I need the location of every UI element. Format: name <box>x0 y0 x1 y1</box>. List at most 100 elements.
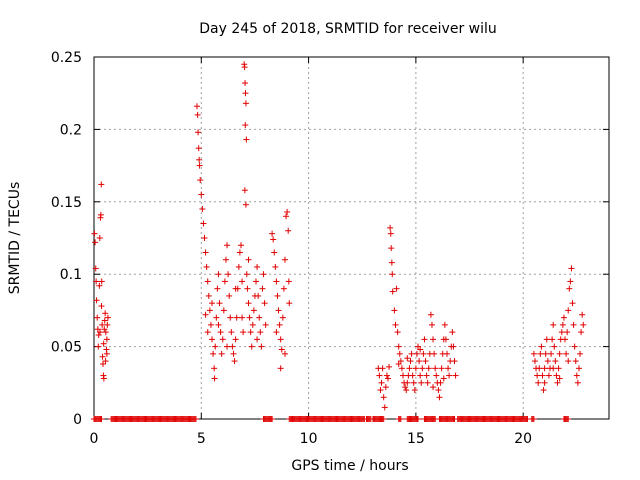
y-tick-label: 0.1 <box>60 267 82 283</box>
data-point <box>417 346 424 353</box>
data-point <box>406 365 413 372</box>
data-point <box>204 329 211 336</box>
data-point <box>438 365 445 372</box>
data-point <box>197 177 204 184</box>
data-point <box>537 350 544 357</box>
data-point <box>98 181 105 188</box>
data-point <box>435 387 442 394</box>
data-point <box>285 278 292 285</box>
data-point <box>383 372 390 379</box>
data-point <box>273 278 280 285</box>
data-point <box>258 343 265 350</box>
data-point <box>555 365 562 372</box>
data-point <box>279 314 286 321</box>
data-point <box>397 416 404 422</box>
data-point <box>531 358 538 365</box>
data-point <box>96 282 103 289</box>
y-tick-label: 0.2 <box>60 122 82 138</box>
data-point <box>253 278 260 285</box>
data-point <box>446 372 453 379</box>
data-point <box>250 307 257 314</box>
data-point <box>195 145 202 152</box>
data-point <box>230 350 237 357</box>
data-point <box>541 365 548 372</box>
data-point <box>245 256 252 263</box>
data-point <box>430 336 437 343</box>
data-point <box>564 329 571 336</box>
data-point <box>416 358 423 365</box>
data-point <box>280 285 287 292</box>
data-point <box>246 314 253 321</box>
data-point <box>574 379 581 386</box>
x-axis-tick-labels: 0 5 10 15 20 <box>90 431 533 447</box>
data-point <box>97 211 104 218</box>
data-point <box>544 358 551 365</box>
data-point <box>534 372 541 379</box>
data-point <box>199 206 206 213</box>
data-point <box>270 236 277 243</box>
data-point <box>98 416 105 422</box>
data-point <box>242 100 249 107</box>
data-point <box>442 336 449 343</box>
data-point <box>92 265 99 272</box>
data-point <box>553 372 560 379</box>
data-point <box>545 372 552 379</box>
data-point <box>202 249 209 256</box>
data-point <box>254 263 261 270</box>
data-point <box>220 307 227 314</box>
data-point <box>243 136 250 143</box>
data-point <box>410 379 417 386</box>
y-tick-label: 0.15 <box>51 195 82 211</box>
data-point <box>102 329 109 336</box>
data-point <box>556 375 563 382</box>
data-point <box>408 350 415 357</box>
data-point <box>433 372 440 379</box>
data-point <box>262 321 269 328</box>
y-axis-title: SRMTID / TECUs <box>7 182 23 295</box>
data-point <box>538 343 545 350</box>
data-point <box>231 358 238 365</box>
data-point <box>102 310 109 317</box>
data-point <box>535 379 542 386</box>
data-point <box>389 288 396 295</box>
data-point <box>100 375 107 382</box>
data-point <box>93 297 100 304</box>
data-point <box>386 363 393 370</box>
data-point <box>221 278 228 285</box>
data-point <box>412 365 419 372</box>
data-point <box>205 292 212 299</box>
data-point <box>530 350 537 357</box>
data-point <box>97 329 104 336</box>
data-point <box>436 394 443 401</box>
data-point <box>277 365 284 372</box>
data-point <box>92 239 99 246</box>
data-point <box>228 329 235 336</box>
data-point <box>422 358 429 365</box>
data-point <box>411 387 418 394</box>
data-point <box>271 249 278 256</box>
data-point <box>388 259 395 266</box>
data-point <box>380 394 387 401</box>
data-point <box>278 346 285 353</box>
x-axis-title: GPS time / hours <box>291 458 408 474</box>
data-point <box>195 129 202 136</box>
data-point <box>428 321 435 328</box>
data-point <box>219 336 226 343</box>
data-point <box>235 263 242 270</box>
data-point <box>207 321 214 328</box>
data-point <box>247 329 254 336</box>
data-point <box>103 336 110 343</box>
data-point <box>543 336 550 343</box>
data-point <box>565 307 572 314</box>
data-point <box>277 336 284 343</box>
data-point <box>269 230 276 237</box>
data-point <box>377 387 384 394</box>
data-point <box>450 343 457 350</box>
data-point <box>91 230 98 237</box>
data-point <box>95 332 102 339</box>
data-point <box>104 314 111 321</box>
data-point <box>578 329 585 336</box>
data-point <box>100 340 107 347</box>
data-point <box>196 162 203 169</box>
data-point <box>560 314 567 321</box>
